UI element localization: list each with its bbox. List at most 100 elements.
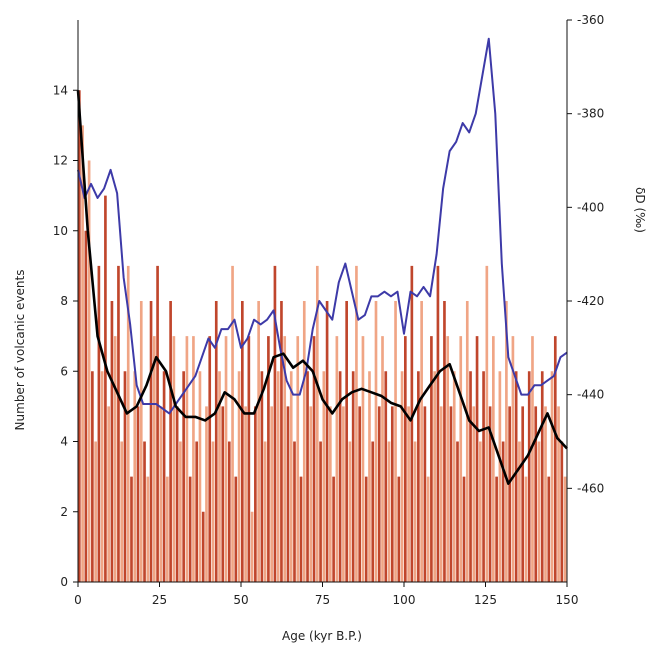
bar <box>498 371 502 582</box>
bar <box>182 371 185 582</box>
bar <box>309 406 313 583</box>
bar <box>270 406 273 583</box>
bar <box>250 511 254 582</box>
bar <box>260 371 264 582</box>
bar <box>172 336 176 583</box>
bar <box>133 371 137 582</box>
bar <box>505 301 508 582</box>
bar <box>560 441 564 582</box>
bar <box>201 511 205 582</box>
bar <box>169 301 172 582</box>
bar <box>257 301 260 582</box>
x-tick-label: 50 <box>233 593 248 607</box>
bar <box>527 371 531 582</box>
bar <box>413 441 417 582</box>
bar <box>244 406 247 583</box>
bar <box>143 441 146 582</box>
smoothed-series-line <box>76 90 568 485</box>
bar <box>361 336 365 583</box>
bar <box>433 371 436 582</box>
bar <box>472 406 476 583</box>
bar <box>146 476 150 583</box>
bar <box>289 371 293 582</box>
bar <box>192 336 195 583</box>
bar <box>293 441 296 582</box>
bar <box>91 371 94 582</box>
bar <box>495 476 498 583</box>
bar <box>430 336 433 583</box>
bar <box>469 371 472 582</box>
x-tick-label: 100 <box>393 593 416 607</box>
y-right-tick-label: -380 <box>577 107 604 121</box>
bar <box>508 406 511 583</box>
bar <box>97 265 101 583</box>
bars-layer <box>78 90 567 583</box>
bar <box>426 476 430 583</box>
bar <box>283 336 287 583</box>
bar <box>159 406 163 583</box>
bar <box>368 371 371 582</box>
bar <box>195 441 199 582</box>
bar <box>104 195 107 583</box>
bar <box>315 265 319 583</box>
bar <box>410 265 414 583</box>
bar <box>107 406 110 583</box>
bar <box>214 301 218 582</box>
bar <box>452 371 456 582</box>
y-left-tick-label: 4 <box>60 435 68 449</box>
y-right-tick-label: -360 <box>577 13 604 27</box>
y-axis-right-label: δD (‰) <box>633 187 647 233</box>
bar <box>218 371 221 582</box>
bar <box>156 265 159 583</box>
bar <box>553 336 557 583</box>
bar <box>364 476 368 583</box>
bar <box>381 336 384 583</box>
bar <box>211 441 215 582</box>
bar <box>110 301 114 582</box>
bar <box>78 90 81 582</box>
bar <box>465 301 469 582</box>
x-axis-label: Age (kyr B.P.) <box>282 629 362 643</box>
y-right-tick-label: -420 <box>577 294 604 308</box>
bar <box>198 371 202 582</box>
bar <box>351 371 355 582</box>
bar <box>227 441 231 582</box>
bar <box>234 476 238 583</box>
bar <box>329 406 332 583</box>
bar <box>443 301 446 582</box>
bar <box>492 336 495 583</box>
bar <box>152 336 156 583</box>
bar <box>404 336 407 583</box>
x-tick-label: 125 <box>474 593 497 607</box>
bar <box>276 371 280 582</box>
y-left-tick-label: 12 <box>53 154 68 168</box>
y-left-tick-label: 8 <box>60 294 68 308</box>
bar <box>286 406 290 583</box>
bar <box>237 371 241 582</box>
bar <box>247 336 251 583</box>
bar <box>162 371 166 582</box>
y-left-tick-label: 6 <box>60 364 68 378</box>
bar <box>488 406 492 583</box>
bar <box>263 441 267 582</box>
bar <box>166 476 169 583</box>
bar <box>371 441 375 582</box>
bar <box>224 336 228 583</box>
bar <box>84 230 88 582</box>
bar <box>397 476 401 583</box>
bar <box>87 160 91 582</box>
bar <box>175 406 179 583</box>
bar <box>540 371 544 582</box>
bar <box>384 371 388 582</box>
bar <box>459 336 463 583</box>
bar <box>342 406 345 583</box>
bar <box>557 406 560 583</box>
bar <box>485 265 489 583</box>
bar <box>511 336 515 583</box>
y-left-tick-label: 2 <box>60 505 68 519</box>
bar <box>377 406 381 583</box>
bar <box>139 301 143 582</box>
bar <box>325 301 329 582</box>
bar <box>478 441 482 582</box>
